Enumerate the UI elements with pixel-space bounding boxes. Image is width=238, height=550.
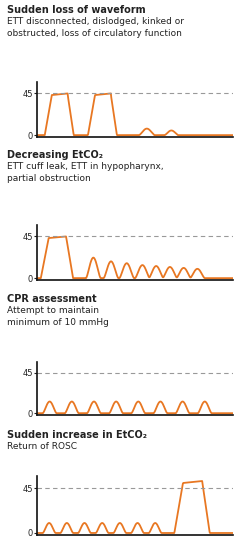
Text: ETT cuff leak, ETT in hypopharynx,: ETT cuff leak, ETT in hypopharynx,: [7, 162, 164, 171]
Text: ETT disconnected, dislodged, kinked or: ETT disconnected, dislodged, kinked or: [7, 17, 184, 26]
Text: partial obstruction: partial obstruction: [7, 174, 91, 183]
Text: Sudden increase in EtCO₂: Sudden increase in EtCO₂: [7, 430, 147, 440]
Text: CPR assessment: CPR assessment: [7, 294, 97, 304]
Text: Return of ROSC: Return of ROSC: [7, 442, 77, 451]
Text: Attempt to maintain: Attempt to maintain: [7, 306, 99, 315]
Text: obstructed, loss of circulatory function: obstructed, loss of circulatory function: [7, 29, 182, 38]
Text: Decreasing EtCO₂: Decreasing EtCO₂: [7, 150, 103, 160]
Text: Sudden loss of waveform: Sudden loss of waveform: [7, 5, 146, 15]
Text: minimum of 10 mmHg: minimum of 10 mmHg: [7, 318, 109, 327]
